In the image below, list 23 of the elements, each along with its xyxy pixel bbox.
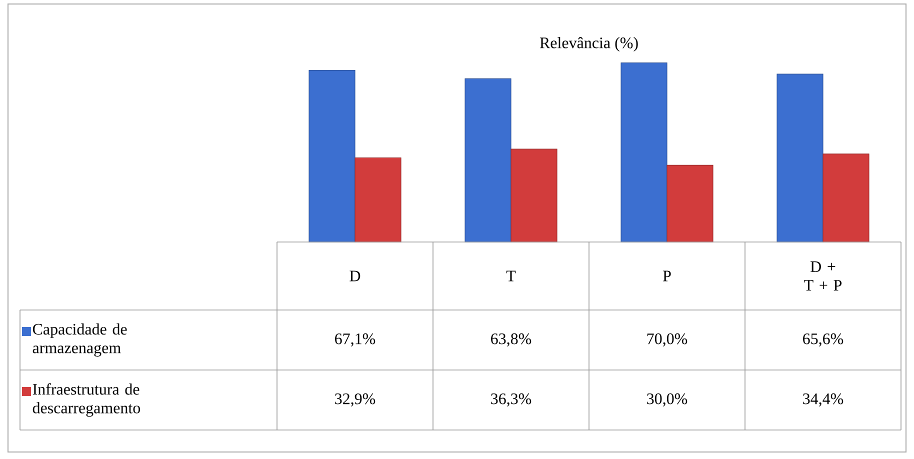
bar	[464, 78, 512, 242]
x-tick-label: D	[350, 270, 360, 282]
bar	[776, 74, 824, 242]
data-label: 70,0%	[647, 333, 688, 347]
legend-label: Infraestrutura de descarregamento	[32, 383, 140, 417]
legend-label: Capacidade de armazenagem	[32, 323, 127, 357]
chart-title: Relevância (%)	[540, 37, 638, 52]
bar	[620, 62, 668, 242]
data-label: 30,0%	[647, 393, 688, 407]
bar	[822, 154, 870, 242]
x-tick-label: D + T + P	[804, 261, 842, 291]
bar	[308, 70, 356, 242]
data-label: 63,8%	[491, 333, 532, 347]
bar	[510, 148, 558, 242]
data-label: 65,6%	[803, 333, 844, 347]
bar	[666, 164, 714, 242]
data-label: 32,9%	[335, 393, 376, 407]
x-tick-label: T	[506, 270, 516, 282]
data-label: 67,1%	[335, 333, 376, 347]
data-label: 36,3%	[491, 393, 532, 407]
bar	[354, 158, 402, 242]
x-tick-label: P	[663, 270, 671, 282]
data-label: 34,4%	[803, 393, 844, 407]
